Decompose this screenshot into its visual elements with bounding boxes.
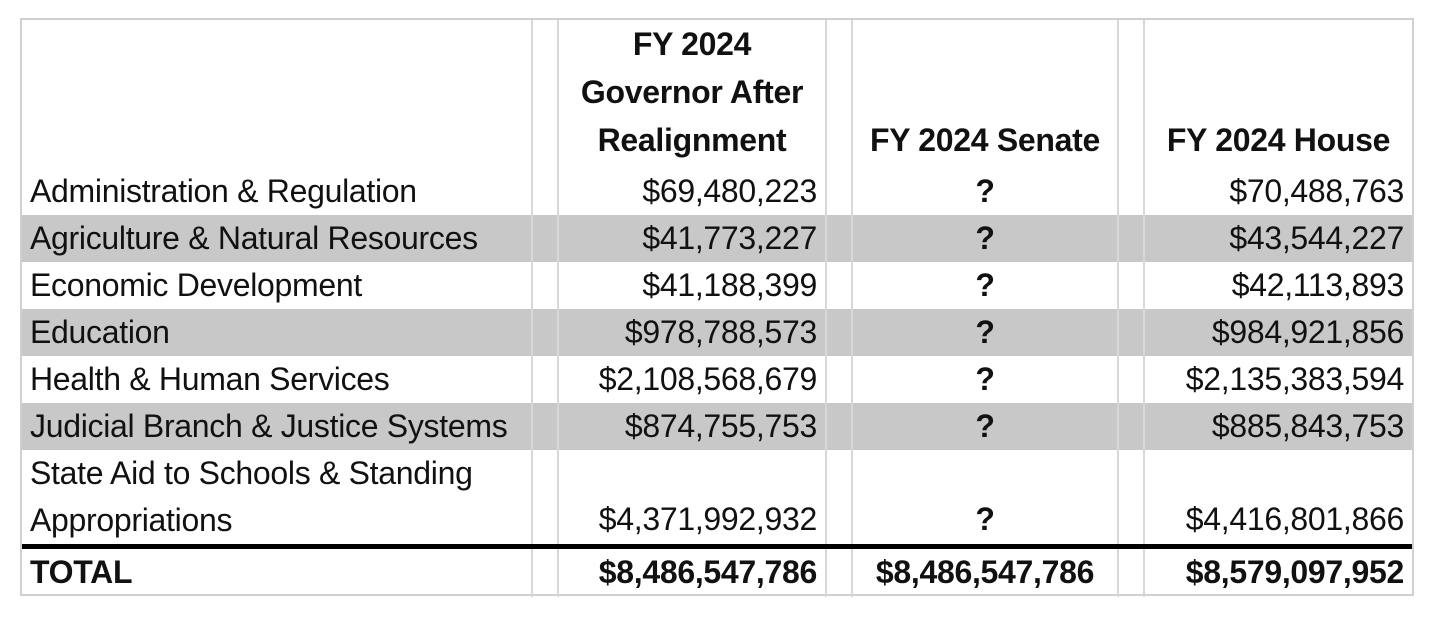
row-label: Administration & Regulation bbox=[30, 173, 417, 209]
header-governor-line-2: Governor After bbox=[580, 74, 804, 110]
row-label: Health & Human Services bbox=[30, 361, 390, 397]
house-value: $42,113,893 bbox=[1143, 262, 1412, 309]
house-value: $885,843,753 bbox=[1143, 403, 1412, 450]
header-governor-line-1: FY 2024 bbox=[632, 26, 752, 62]
senate-value: ? bbox=[851, 309, 1118, 356]
table-row: Administration & Regulation $69,480,223 … bbox=[22, 168, 1412, 215]
header-gap-cell bbox=[1117, 20, 1144, 168]
house-value: $43,544,227 bbox=[1143, 215, 1412, 262]
budget-table: FY 2024 Governor After Realignment FY 20… bbox=[22, 20, 1412, 597]
house-value: $70,488,763 bbox=[1143, 168, 1412, 215]
senate-value: ? bbox=[851, 450, 1118, 547]
senate-value: ? bbox=[851, 215, 1118, 262]
house-value: $984,921,856 bbox=[1143, 309, 1412, 356]
table-row: Judicial Branch & Justice Systems $874,7… bbox=[22, 403, 1412, 450]
table-row: Economic Development $41,188,399 ? $42,1… bbox=[22, 262, 1412, 309]
governor-value: $978,788,573 bbox=[557, 309, 826, 356]
governor-value: $874,755,753 bbox=[557, 403, 826, 450]
budget-table-sheet: FY 2024 Governor After Realignment FY 20… bbox=[20, 18, 1414, 597]
house-value: $4,416,801,866 bbox=[1143, 450, 1412, 547]
total-label: TOTAL bbox=[22, 544, 532, 597]
senate-value: ? bbox=[851, 356, 1118, 403]
header-gap-cell bbox=[531, 20, 558, 168]
header-governor-line-3: Realignment bbox=[597, 122, 787, 158]
header-row: FY 2024 Governor After Realignment FY 20… bbox=[22, 20, 1412, 168]
table-row: State Aid to Schools & Standing Appropri… bbox=[22, 450, 1412, 547]
total-senate-value: $8,486,547,786 bbox=[851, 544, 1118, 597]
row-label: Education bbox=[22, 309, 532, 356]
total-row: TOTAL $8,486,547,786 $8,486,547,786 $8,5… bbox=[22, 544, 1412, 597]
total-governor-value: $8,486,547,786 bbox=[557, 544, 826, 597]
row-label-line-1: State Aid to Schools & Standing bbox=[30, 455, 473, 491]
governor-value: $69,480,223 bbox=[557, 168, 826, 215]
row-label: Judicial Branch & Justice Systems bbox=[22, 403, 532, 450]
header-house: FY 2024 House bbox=[1143, 20, 1412, 168]
house-value: $2,135,383,594 bbox=[1143, 356, 1412, 403]
governor-value: $4,371,992,932 bbox=[557, 450, 826, 547]
governor-value: $41,773,227 bbox=[557, 215, 826, 262]
governor-value: $41,188,399 bbox=[557, 262, 826, 309]
senate-value: ? bbox=[851, 262, 1118, 309]
total-house-value: $8,579,097,952 bbox=[1143, 544, 1412, 597]
header-gap-cell bbox=[825, 20, 852, 168]
header-governor: FY 2024 Governor After Realignment bbox=[557, 20, 826, 168]
header-senate: FY 2024 Senate bbox=[851, 20, 1118, 168]
table-row: Agriculture & Natural Resources $41,773,… bbox=[22, 215, 1412, 262]
senate-value: ? bbox=[851, 168, 1118, 215]
row-label: State Aid to Schools & Standing Appropri… bbox=[22, 450, 532, 547]
header-blank-cell bbox=[22, 20, 532, 168]
table-row: Health & Human Services $2,108,568,679 ?… bbox=[22, 356, 1412, 403]
row-label: Agriculture & Natural Resources bbox=[22, 215, 532, 262]
senate-value: ? bbox=[851, 403, 1118, 450]
row-label-line-2: Appropriations bbox=[30, 502, 233, 538]
table-row: Education $978,788,573 ? $984,921,856 bbox=[22, 309, 1412, 356]
row-label: Economic Development bbox=[30, 267, 362, 303]
governor-value: $2,108,568,679 bbox=[557, 356, 826, 403]
